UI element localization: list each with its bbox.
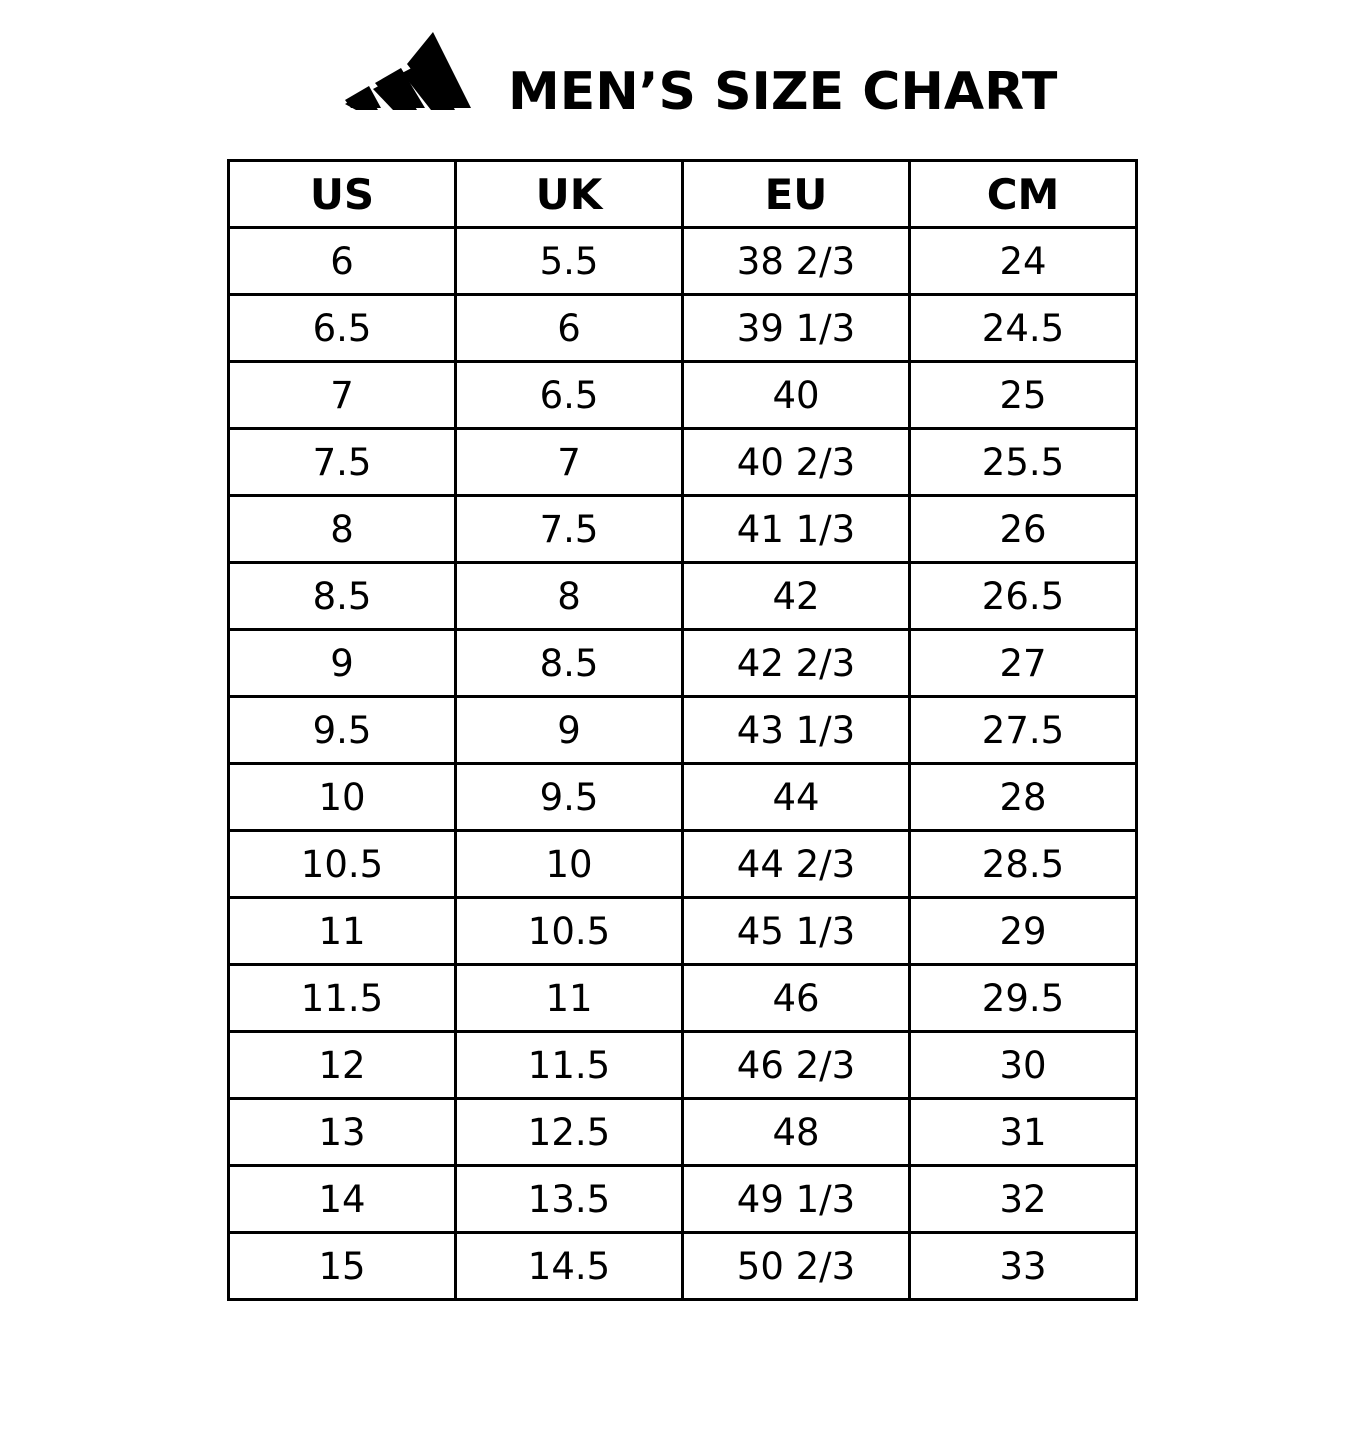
cell-cm: 27 xyxy=(908,628,1138,698)
cell-cm: 29.5 xyxy=(908,963,1138,1033)
cell-us: 15 xyxy=(227,1231,457,1301)
cell-eu: 40 xyxy=(681,360,911,430)
cell-eu: 50 2/3 xyxy=(681,1231,911,1301)
cell-uk: 11.5 xyxy=(454,1030,684,1100)
table-row: 14 13.5 49 1/3 32 xyxy=(227,1164,1138,1234)
cell-uk: 13.5 xyxy=(454,1164,684,1234)
cell-us: 11.5 xyxy=(227,963,457,1033)
size-chart-table: US UK EU CM 6 5.5 38 2/3 24 6.5 6 39 1/3 24.5 7 6.5 4… xyxy=(227,159,1138,1301)
table-row: 13 12.5 48 31 xyxy=(227,1097,1138,1167)
cell-uk: 7 xyxy=(454,427,684,497)
table-row: 8 7.5 41 1/3 26 xyxy=(227,494,1138,564)
cell-uk: 6 xyxy=(454,293,684,363)
cell-eu: 48 xyxy=(681,1097,911,1167)
cell-eu: 45 1/3 xyxy=(681,896,911,966)
cell-us: 9.5 xyxy=(227,695,457,765)
table-row: 11 10.5 45 1/3 29 xyxy=(227,896,1138,966)
cell-uk: 11 xyxy=(454,963,684,1033)
cell-us: 10.5 xyxy=(227,829,457,899)
cell-uk: 8.5 xyxy=(454,628,684,698)
cell-us: 6.5 xyxy=(227,293,457,363)
table-row: 11.5 11 46 29.5 xyxy=(227,963,1138,1033)
cell-cm: 26 xyxy=(908,494,1138,564)
cell-eu: 40 2/3 xyxy=(681,427,911,497)
table-row: 15 14.5 50 2/3 33 xyxy=(227,1231,1138,1301)
cell-eu: 46 xyxy=(681,963,911,1033)
table-row: 8.5 8 42 26.5 xyxy=(227,561,1138,631)
cell-uk: 5.5 xyxy=(454,226,684,296)
cell-eu: 43 1/3 xyxy=(681,695,911,765)
cell-cm: 24.5 xyxy=(908,293,1138,363)
cell-uk: 14.5 xyxy=(454,1231,684,1301)
cell-us: 8 xyxy=(227,494,457,564)
table-row: 6 5.5 38 2/3 24 xyxy=(227,226,1138,296)
table-row: 6.5 6 39 1/3 24.5 xyxy=(227,293,1138,363)
cell-us: 11 xyxy=(227,896,457,966)
cell-eu: 44 2/3 xyxy=(681,829,911,899)
table-row: 12 11.5 46 2/3 30 xyxy=(227,1030,1138,1100)
cell-us: 10 xyxy=(227,762,457,832)
cell-cm: 25.5 xyxy=(908,427,1138,497)
cell-cm: 24 xyxy=(908,226,1138,296)
cell-eu: 44 xyxy=(681,762,911,832)
cell-cm: 25 xyxy=(908,360,1138,430)
column-header-eu: EU xyxy=(681,159,911,229)
page-title: MEN’S SIZE CHART xyxy=(508,62,1058,122)
table-row: 10 9.5 44 28 xyxy=(227,762,1138,832)
table-header-row: US UK EU CM xyxy=(227,159,1138,229)
cell-eu: 38 2/3 xyxy=(681,226,911,296)
cell-uk: 10.5 xyxy=(454,896,684,966)
cell-eu: 42 xyxy=(681,561,911,631)
adidas-logo-bars-icon xyxy=(345,32,471,108)
column-header-uk: UK xyxy=(454,159,684,229)
cell-cm: 28 xyxy=(908,762,1138,832)
cell-eu: 49 1/3 xyxy=(681,1164,911,1234)
column-header-us: US xyxy=(227,159,457,229)
cell-eu: 39 1/3 xyxy=(681,293,911,363)
cell-cm: 29 xyxy=(908,896,1138,966)
cell-us: 12 xyxy=(227,1030,457,1100)
cell-uk: 9 xyxy=(454,695,684,765)
cell-cm: 31 xyxy=(908,1097,1138,1167)
cell-eu: 42 2/3 xyxy=(681,628,911,698)
cell-uk: 10 xyxy=(454,829,684,899)
cell-us: 7 xyxy=(227,360,457,430)
cell-uk: 9.5 xyxy=(454,762,684,832)
cell-cm: 30 xyxy=(908,1030,1138,1100)
cell-eu: 41 1/3 xyxy=(681,494,911,564)
table-row: 7 6.5 40 25 xyxy=(227,360,1138,430)
cell-cm: 27.5 xyxy=(908,695,1138,765)
cell-cm: 33 xyxy=(908,1231,1138,1301)
cell-us: 7.5 xyxy=(227,427,457,497)
cell-cm: 26.5 xyxy=(908,561,1138,631)
table-row: 10.5 10 44 2/3 28.5 xyxy=(227,829,1138,899)
cell-us: 13 xyxy=(227,1097,457,1167)
cell-uk: 12.5 xyxy=(454,1097,684,1167)
cell-us: 14 xyxy=(227,1164,457,1234)
cell-uk: 8 xyxy=(454,561,684,631)
cell-uk: 7.5 xyxy=(454,494,684,564)
table-row: 9 8.5 42 2/3 27 xyxy=(227,628,1138,698)
cell-uk: 6.5 xyxy=(454,360,684,430)
column-header-cm: CM xyxy=(908,159,1138,229)
cell-us: 9 xyxy=(227,628,457,698)
cell-cm: 32 xyxy=(908,1164,1138,1234)
cell-us: 8.5 xyxy=(227,561,457,631)
cell-us: 6 xyxy=(227,226,457,296)
cell-eu: 46 2/3 xyxy=(681,1030,911,1100)
cell-cm: 28.5 xyxy=(908,829,1138,899)
table-row: 7.5 7 40 2/3 25.5 xyxy=(227,427,1138,497)
table-row: 9.5 9 43 1/3 27.5 xyxy=(227,695,1138,765)
